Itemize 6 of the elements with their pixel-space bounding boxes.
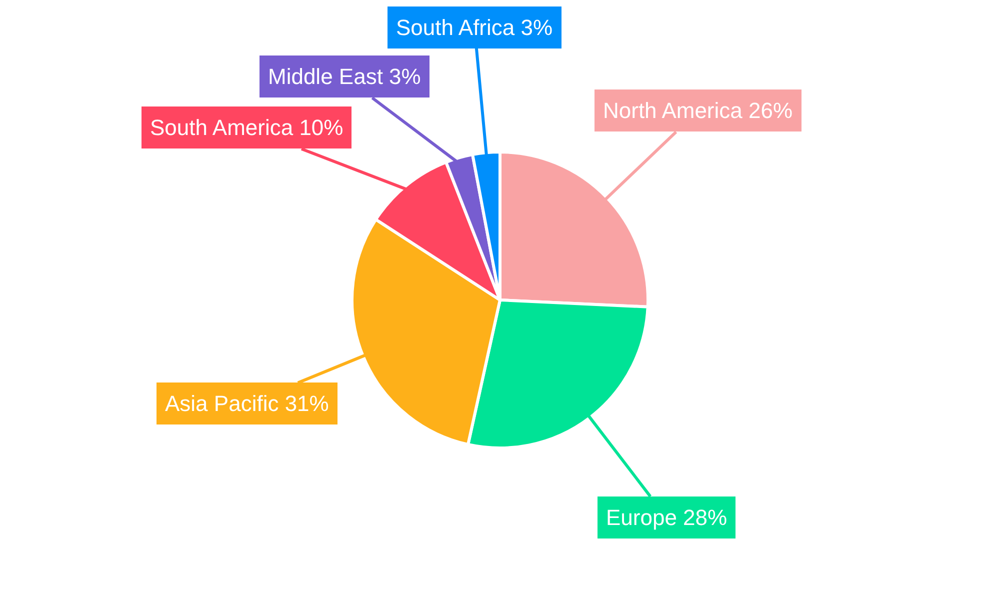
slice-label: Europe 28% — [606, 505, 728, 530]
slice-label: South Africa 3% — [396, 15, 553, 40]
slice-label: Asia Pacific 31% — [165, 391, 329, 416]
slice-label: North America 26% — [603, 98, 793, 123]
slice-label: South America 10% — [150, 115, 344, 140]
slice-label: Middle East 3% — [268, 64, 421, 89]
